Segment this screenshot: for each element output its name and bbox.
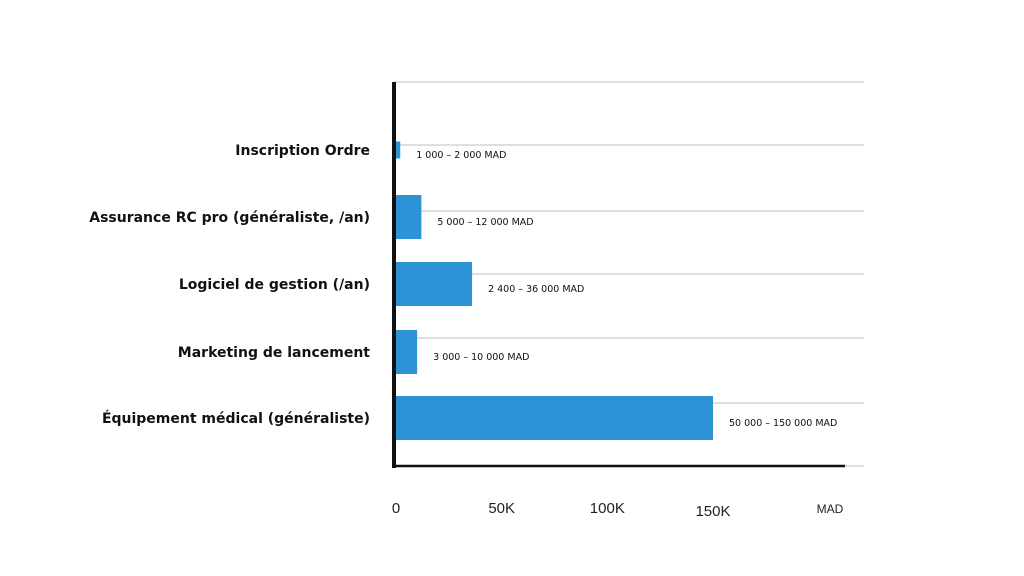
x-unit-label: MAD: [817, 502, 844, 516]
category-label: Inscription Ordre: [235, 143, 370, 159]
data-label: 3 000 – 10 000 MAD: [433, 352, 529, 363]
bar: [396, 262, 473, 306]
x-tick-label: 150K: [695, 503, 730, 520]
category-label: Marketing de lancement: [178, 345, 371, 361]
data-label: 2 400 – 36 000 MAD: [488, 284, 584, 295]
x-tick-label: 50K: [488, 500, 515, 517]
data-labels: 1 000 – 2 000 MAD 5 000 – 12 000 MAD 2 400…: [416, 150, 837, 429]
x-tick-labels: 0 50K 100K 150K: [392, 500, 731, 520]
category-labels: Inscription Ordre Assurance RC pro (génér…: [89, 143, 370, 427]
data-label: 50 000 – 150 000 MAD: [729, 418, 837, 429]
category-label: Assurance RC pro (généraliste, /an): [89, 210, 370, 226]
category-label: Logiciel de gestion (/an): [179, 277, 370, 293]
x-tick-label: 100K: [590, 500, 625, 517]
data-label: 5 000 – 12 000 MAD: [437, 217, 533, 228]
bar: [396, 141, 401, 159]
data-label: 1 000 – 2 000 MAD: [416, 150, 506, 161]
x-tick-label: 0: [392, 500, 400, 517]
bars: [396, 141, 713, 440]
category-label: Équipement médical (généraliste): [102, 410, 370, 427]
bar: [396, 330, 418, 374]
bar: [396, 195, 422, 239]
axes: [392, 82, 845, 468]
bar: [396, 396, 713, 440]
